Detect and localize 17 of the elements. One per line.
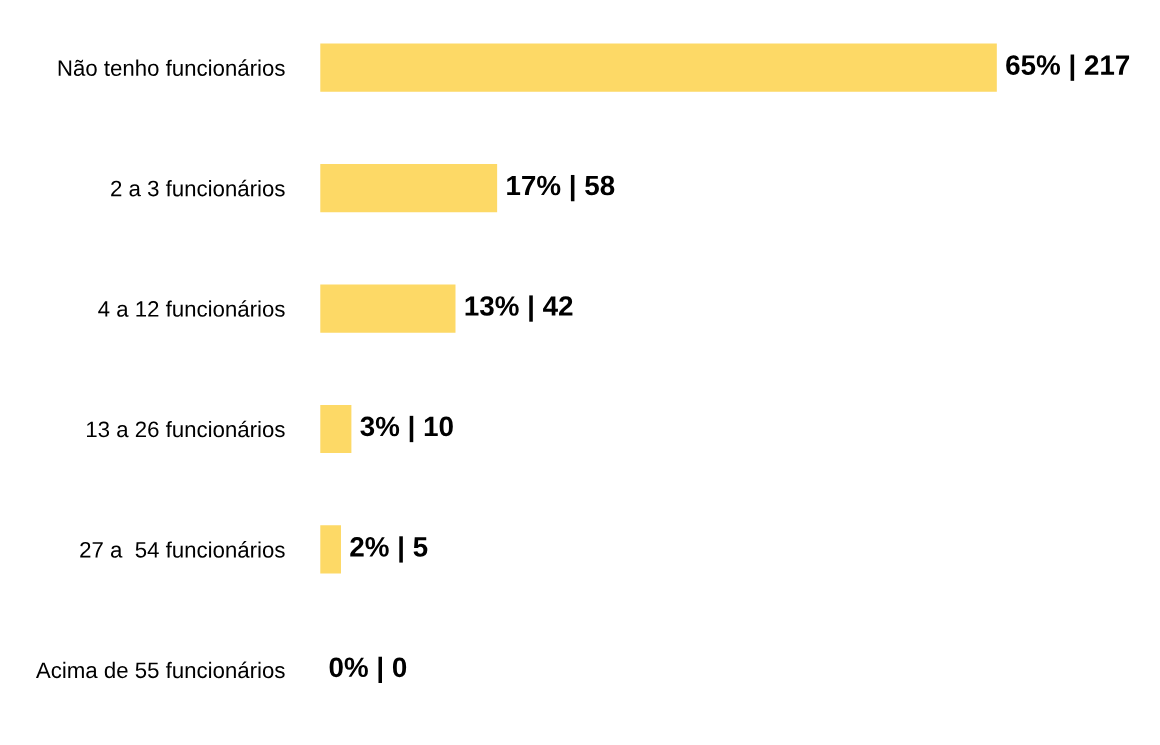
y-tick-label: 4 a 12 funcionários [98, 300, 285, 317]
bar [320, 284, 456, 333]
data-label: 0% | 0 [329, 656, 407, 684]
data-label: 65% | 217 [1006, 54, 1130, 81]
y-tick-label: 27 a 54 funcionários [80, 541, 285, 558]
y-tick-label: Acima de 55 funcionários [35, 661, 285, 679]
data-label: 2% | 5 [350, 536, 428, 563]
bar [320, 404, 352, 454]
bar [320, 43, 997, 92]
data-label: 3% | 10 [360, 415, 453, 443]
data-label: 13% | 42 [465, 295, 573, 322]
y-tick-label: Não tenho funcionários [58, 59, 285, 76]
data-label: 17% | 58 [507, 174, 615, 202]
bar [320, 164, 498, 213]
y-tick-label: 13 a 26 funcionários [87, 420, 285, 438]
bar [320, 525, 341, 574]
y-tick-label: 2 a 3 funcionários [111, 179, 285, 197]
